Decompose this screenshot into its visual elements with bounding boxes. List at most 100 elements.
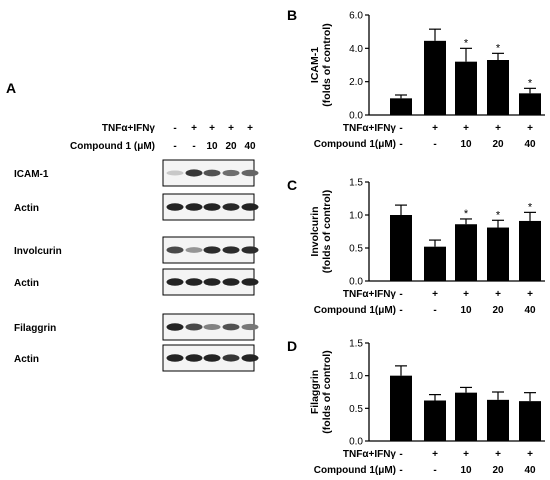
blot-lane-value: 40 — [244, 141, 256, 152]
blot-lane-value: - — [173, 141, 176, 152]
treatment-value: 20 — [492, 305, 504, 316]
blot-band — [166, 354, 184, 362]
treatment-value: - — [399, 449, 402, 460]
blot-lane-header: - + + + +- -10 20 40 — [173, 123, 256, 152]
blot-band — [166, 278, 184, 286]
panel-a-western-blot: A TNFα+IFNγ Compound 1 (μM) - + + + +- -10 20 4… — [6, 80, 259, 372]
y-tick-label: 1.0 — [349, 371, 363, 382]
treatment-value: - — [399, 465, 402, 476]
panel-c-letter: C — [287, 177, 297, 193]
treatment-value: + — [432, 289, 438, 300]
y-tick-label: 0.0 — [349, 437, 363, 448]
blot-band — [203, 278, 221, 286]
bar — [487, 60, 509, 115]
y-axis-label-line: Filaggrin — [309, 370, 321, 414]
bar — [455, 392, 477, 441]
blot-band — [203, 169, 221, 177]
blot-band — [241, 323, 259, 331]
bar — [487, 227, 509, 281]
blot-strip: ICAM-1 — [14, 159, 259, 187]
y-axis-label-line: ICAM-1 — [309, 47, 321, 83]
y-tick-label: 0.0 — [349, 111, 363, 122]
y-tick-label: 1.0 — [349, 211, 363, 222]
blot-band — [241, 169, 259, 177]
bar — [424, 40, 446, 116]
significance-asterisk: * — [496, 42, 501, 54]
blot-band — [185, 278, 203, 286]
y-axis-label: ICAM-1(folds of control) — [309, 23, 333, 106]
blot-lane-value: + — [209, 123, 215, 134]
treatment-value: 10 — [460, 305, 472, 316]
blot-band — [185, 169, 203, 177]
y-tick-label: 0.5 — [349, 244, 363, 255]
blot-band — [241, 278, 259, 286]
treatment-value: 20 — [492, 465, 504, 476]
blot-band — [241, 246, 259, 254]
treatment-value: - — [399, 289, 402, 300]
blot-treatment-label-tnf: TNFα+IFNγ — [102, 123, 156, 134]
bar — [390, 215, 412, 281]
significance-asterisk: * — [528, 201, 533, 213]
y-tick-label: 0.0 — [349, 277, 363, 288]
blot-band — [203, 354, 221, 362]
blot-band — [185, 323, 203, 331]
blot-strip-label: ICAM-1 — [14, 169, 49, 180]
y-axis-label-line: (folds of control) — [321, 23, 333, 106]
significance-asterisk: * — [496, 209, 501, 221]
blot-band — [222, 203, 240, 211]
blot-lane-value: + — [191, 123, 197, 134]
treatment-value: - — [433, 305, 436, 316]
bar — [519, 93, 541, 115]
treatment-value: + — [432, 449, 438, 460]
blot-band — [185, 203, 203, 211]
blot-band — [222, 169, 240, 177]
blot-lane-value: 10 — [206, 141, 218, 152]
chart-b-plot: 0.0 2.0 4.0 6.0 ICAM-1(folds of control) * * * T… — [309, 11, 545, 150]
y-tick-label: 1.5 — [349, 178, 363, 189]
blot-lane-value: - — [173, 123, 176, 134]
panel-b-letter: B — [287, 7, 297, 23]
blot-band — [166, 170, 184, 176]
blot-strip: Actin — [14, 268, 259, 296]
y-axis-label-line: (folds of control) — [321, 350, 333, 433]
treatment-value: 10 — [460, 465, 472, 476]
treatment-value: 40 — [524, 465, 536, 476]
treatment-value: + — [495, 289, 501, 300]
treatment-label-tnf: TNFα+IFNγ — [343, 449, 397, 460]
blot-band — [203, 323, 221, 331]
y-axis-label-line: (folds of control) — [321, 190, 333, 273]
bar — [424, 400, 446, 441]
treatment-value: + — [463, 289, 469, 300]
y-axis-label-line: Involcurin — [309, 206, 321, 256]
panel-b-icam1-chart: B 0.0 2.0 4.0 6.0 ICAM-1(folds of control) * *… — [287, 7, 545, 150]
significance-asterisk: * — [464, 37, 469, 49]
treatment-value: + — [527, 289, 533, 300]
blot-band — [241, 354, 259, 362]
treatment-value: + — [495, 449, 501, 460]
blot-band — [185, 354, 203, 362]
treatment-value: - — [433, 465, 436, 476]
panel-c-involcurin-chart: C 0.0 0.5 1.0 1.5 Involcurin(folds of contro… — [287, 177, 545, 316]
bar — [455, 224, 477, 281]
treatment-value: - — [399, 123, 402, 134]
bar — [455, 61, 477, 115]
chart-c-plot: 0.0 0.5 1.0 1.5 Involcurin(folds of control)… — [309, 178, 545, 316]
blot-band — [166, 323, 184, 331]
y-tick-label: 2.0 — [349, 77, 363, 88]
blot-band — [203, 246, 221, 254]
treatment-value: + — [463, 449, 469, 460]
treatment-value: 40 — [524, 305, 536, 316]
blot-band — [222, 323, 240, 331]
blot-band — [222, 246, 240, 254]
bar — [519, 220, 541, 281]
bar — [390, 375, 412, 441]
treatment-value: + — [527, 449, 533, 460]
treatment-value: + — [432, 123, 438, 134]
blot-band — [222, 278, 240, 286]
bar — [390, 98, 412, 115]
treatment-label-tnf: TNFα+IFNγ — [343, 123, 397, 134]
blot-strip-label: Actin — [14, 203, 39, 214]
y-tick-label: 4.0 — [349, 44, 363, 55]
blot-band — [203, 203, 221, 211]
